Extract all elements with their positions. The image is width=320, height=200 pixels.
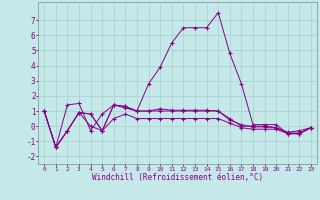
X-axis label: Windchill (Refroidissement éolien,°C): Windchill (Refroidissement éolien,°C): [92, 173, 263, 182]
